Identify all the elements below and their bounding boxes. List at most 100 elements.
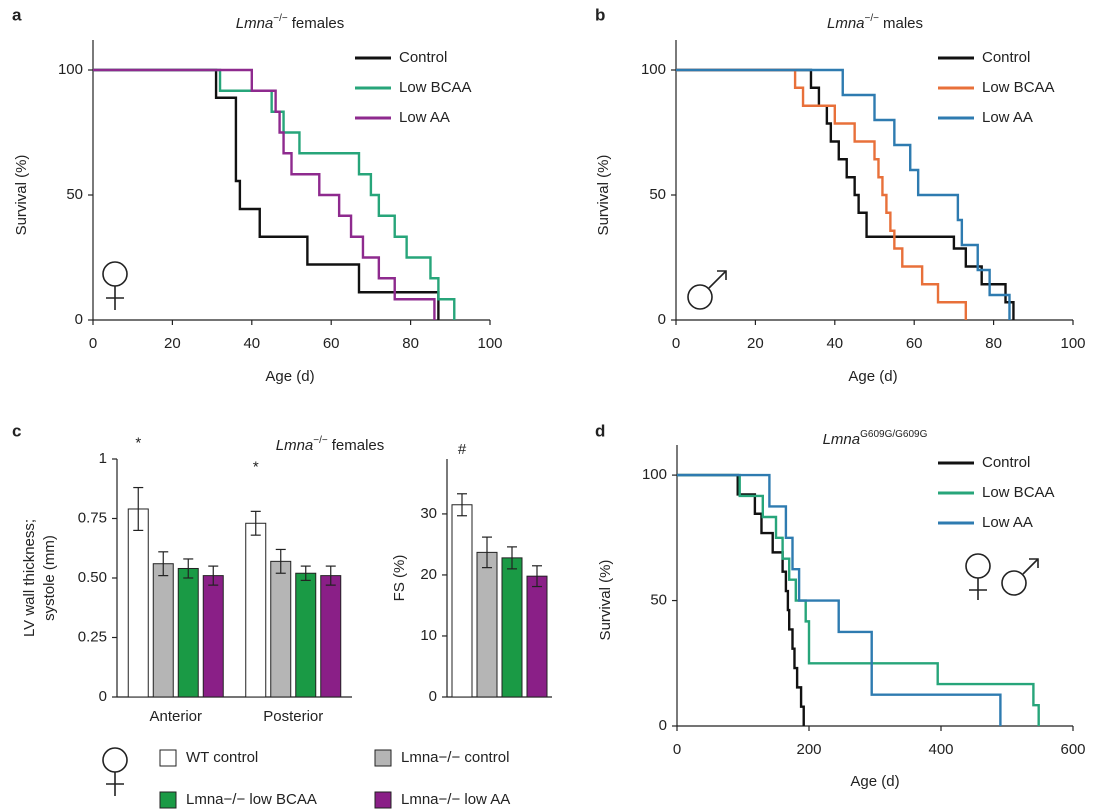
title-gene: Lmna bbox=[827, 15, 865, 32]
y-tick-label: 20 bbox=[420, 566, 437, 583]
significance-mark: * bbox=[253, 458, 259, 475]
legend-label: Control bbox=[982, 49, 1030, 66]
male-icon bbox=[1001, 570, 1027, 596]
panel-label: c bbox=[12, 421, 21, 440]
significance-mark: # bbox=[458, 441, 467, 458]
y-tick-label: 50 bbox=[650, 592, 667, 609]
title-superscript: −/− bbox=[273, 13, 288, 24]
error-bar bbox=[300, 565, 311, 581]
error-bar bbox=[183, 558, 194, 579]
x-tick-label: Posterior bbox=[263, 708, 323, 725]
bar bbox=[476, 551, 498, 698]
title-gene: Lmna bbox=[823, 431, 861, 448]
survival-curve bbox=[676, 68, 968, 320]
legend-label: Lmna−/− low AA bbox=[401, 791, 510, 808]
x-tick-label: 20 bbox=[747, 335, 764, 352]
legend-swatch bbox=[159, 791, 177, 809]
panel-label: a bbox=[12, 5, 22, 24]
chart-title: LmnaG609G/G609G bbox=[823, 429, 928, 448]
legend-label: Low BCAA bbox=[399, 79, 472, 96]
x-tick-label: 100 bbox=[477, 335, 502, 352]
x-tick-label: 400 bbox=[928, 741, 953, 758]
survival-curve bbox=[677, 473, 805, 726]
y-tick-label: 0 bbox=[429, 688, 437, 705]
legend-label: Low BCAA bbox=[982, 79, 1055, 96]
chart-title: Lmna−/− females bbox=[236, 13, 345, 32]
legend-label: Control bbox=[399, 49, 447, 66]
legend-swatch bbox=[374, 749, 392, 767]
female-icon bbox=[102, 747, 128, 773]
bar bbox=[245, 522, 267, 698]
bar bbox=[320, 575, 342, 698]
male-icon bbox=[708, 270, 727, 289]
male-icon bbox=[1022, 558, 1039, 575]
error-bar bbox=[158, 551, 169, 577]
y-tick-label: 0 bbox=[99, 688, 107, 705]
bar bbox=[526, 575, 548, 698]
y-tick-label: 0.25 bbox=[78, 628, 107, 645]
title-superscript: −/− bbox=[865, 13, 880, 24]
y-tick-label: 10 bbox=[420, 627, 437, 644]
y-tick-label: 100 bbox=[642, 466, 667, 483]
survival-curve bbox=[677, 473, 1040, 726]
y-axis-label: systole (mm) bbox=[41, 535, 58, 621]
male-icon bbox=[717, 270, 727, 280]
legend-label: Low AA bbox=[399, 109, 450, 126]
bar bbox=[127, 508, 149, 698]
survival-curve bbox=[93, 68, 436, 320]
y-tick-label: 0 bbox=[658, 311, 666, 328]
legend-label: Low AA bbox=[982, 109, 1033, 126]
error-bar bbox=[133, 486, 144, 532]
legend-label: Lmna−/− low BCAA bbox=[186, 791, 317, 808]
x-tick-label: 80 bbox=[985, 335, 1002, 352]
y-tick-label: 100 bbox=[58, 61, 83, 78]
error-bar bbox=[208, 565, 219, 586]
error-bar bbox=[482, 536, 492, 569]
y-axis-label: Survival (%) bbox=[13, 155, 30, 236]
bar bbox=[152, 563, 174, 698]
x-tick-label: 0 bbox=[89, 335, 97, 352]
y-axis-label: FS (%) bbox=[391, 555, 408, 602]
y-tick-label: 30 bbox=[420, 505, 437, 522]
x-tick-label: Anterior bbox=[149, 708, 202, 725]
x-tick-label: 200 bbox=[796, 741, 821, 758]
bar bbox=[270, 560, 292, 698]
title-suffix: females bbox=[292, 15, 345, 32]
bar bbox=[295, 572, 317, 698]
female-icon bbox=[102, 261, 128, 287]
title-gene: Lmna bbox=[276, 437, 314, 454]
bar bbox=[501, 557, 523, 698]
error-bar bbox=[532, 565, 542, 588]
sex-icons bbox=[102, 261, 1039, 796]
x-tick-label: 60 bbox=[323, 335, 340, 352]
x-axis-label: Age (d) bbox=[265, 368, 314, 385]
error-bar bbox=[457, 493, 467, 517]
title-gene: Lmna bbox=[236, 15, 274, 32]
error-bar bbox=[250, 510, 261, 536]
legend-label: WT control bbox=[186, 749, 258, 766]
x-tick-label: 0 bbox=[673, 741, 681, 758]
legend-label: Control bbox=[982, 454, 1030, 471]
x-tick-label: 40 bbox=[826, 335, 843, 352]
y-tick-label: 50 bbox=[649, 186, 666, 203]
x-tick-label: 40 bbox=[243, 335, 260, 352]
panel-label: d bbox=[595, 421, 605, 440]
survival-curve bbox=[676, 68, 1015, 320]
female-icon bbox=[965, 553, 991, 579]
x-tick-label: 600 bbox=[1060, 741, 1085, 758]
title-suffix: females bbox=[332, 437, 385, 454]
y-tick-label: 0 bbox=[659, 717, 667, 734]
title-suffix: males bbox=[883, 15, 923, 32]
survival-curve bbox=[93, 68, 440, 320]
y-tick-label: 1 bbox=[99, 450, 107, 467]
y-axis-label: LV wall thickness; bbox=[21, 519, 38, 637]
error-bar bbox=[325, 565, 336, 586]
x-tick-label: 20 bbox=[164, 335, 181, 352]
chart-title: Lmna−/− females bbox=[276, 435, 385, 454]
bar bbox=[451, 504, 473, 698]
significance-mark: * bbox=[135, 435, 141, 452]
error-bar bbox=[507, 546, 517, 570]
y-tick-label: 0.50 bbox=[78, 569, 107, 586]
y-axis-label: Survival (%) bbox=[595, 155, 612, 236]
